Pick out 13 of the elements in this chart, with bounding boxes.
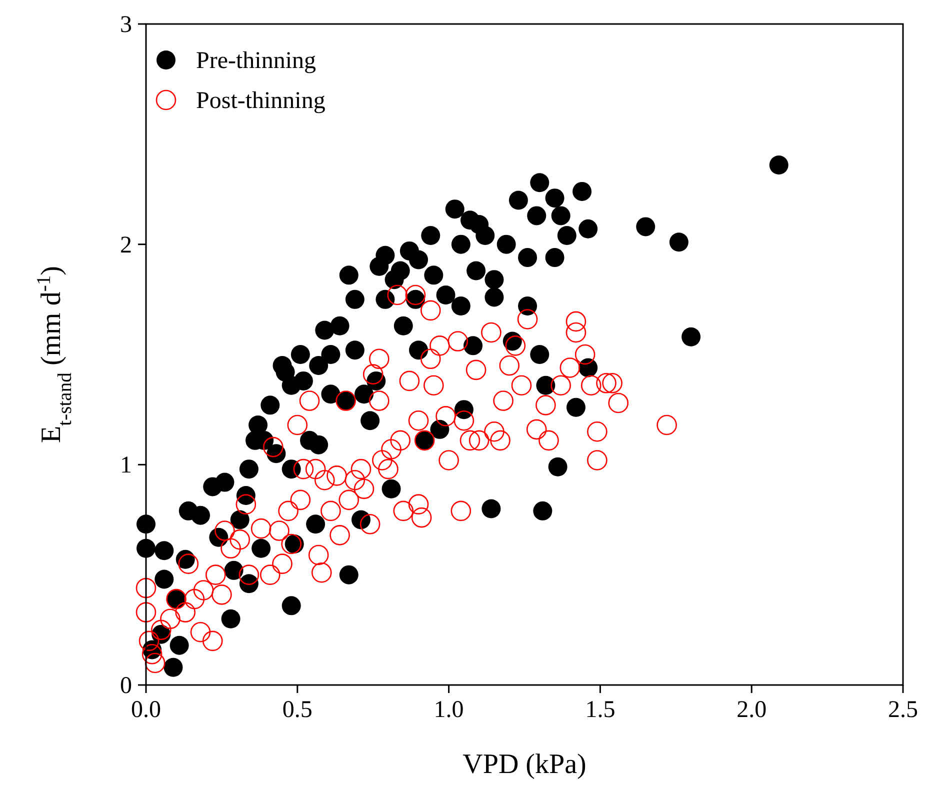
x-tick-label: 0.5 bbox=[282, 697, 312, 723]
x-axis-title: VPD (kPa) bbox=[462, 749, 586, 780]
legend-label: Pre-thinning bbox=[196, 48, 316, 74]
x-tick-label: 2.5 bbox=[888, 697, 918, 723]
y-tick-label: 2 bbox=[120, 232, 132, 258]
y-tick-label: 3 bbox=[120, 12, 132, 38]
y-tick-label: 1 bbox=[120, 452, 132, 479]
x-tick-label: 1.0 bbox=[434, 697, 464, 723]
x-tick-label: 0.0 bbox=[131, 697, 161, 723]
x-tick-label: 1.5 bbox=[585, 697, 616, 723]
legend-label: Post-thinning bbox=[196, 88, 326, 114]
y-tick-label: 0 bbox=[120, 673, 132, 699]
x-tick-label: 2.0 bbox=[736, 697, 767, 723]
